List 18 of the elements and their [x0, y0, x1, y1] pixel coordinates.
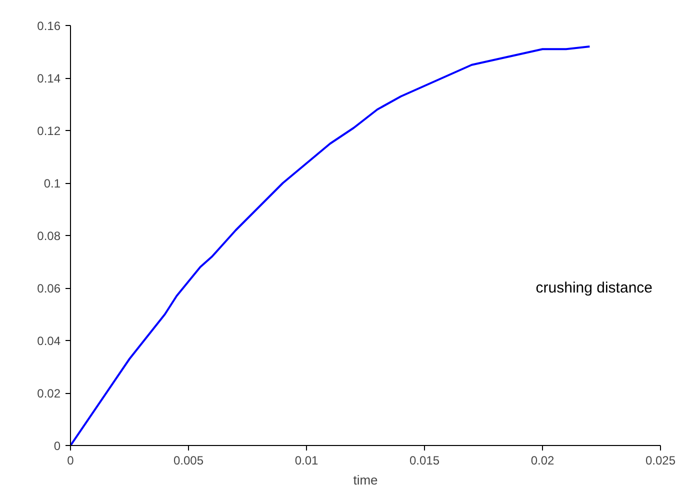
x-tick-label: 0.02: [530, 454, 555, 468]
text: crushing distance: [536, 280, 652, 296]
y-tick-label: 0.06: [37, 282, 61, 296]
y-tick-label: 0.04: [37, 334, 61, 348]
x-tick-label: 0: [67, 454, 74, 468]
y-tick-label: 0.16: [37, 19, 61, 33]
x-tick-label: 0.005: [173, 454, 204, 468]
x-tick-label: 0.015: [409, 454, 440, 468]
x-tick-label: 0.025: [645, 454, 676, 468]
x-tick-label: 0.01: [294, 454, 319, 468]
x-axis-title: time: [353, 472, 378, 488]
y-tick-label: 0.14: [37, 72, 61, 86]
y-tick-label: 0.1: [44, 176, 61, 190]
y-tick-label: 0: [54, 439, 61, 453]
line-series: [70, 46, 591, 446]
y-tick-label: 0.12: [37, 124, 61, 138]
y-tick-label: 0.08: [37, 229, 61, 243]
y-tick-label: 0.02: [37, 386, 61, 400]
